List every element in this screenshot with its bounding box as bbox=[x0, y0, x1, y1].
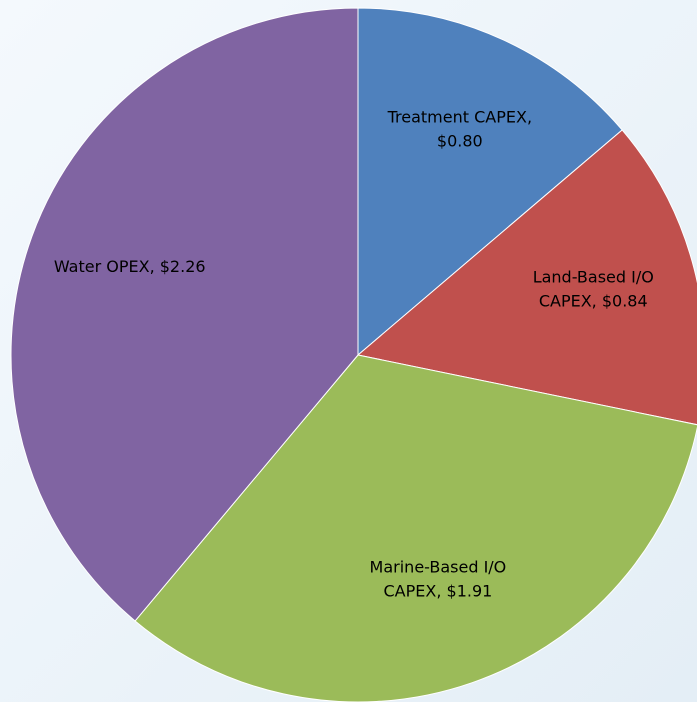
data-label: Water OPEX, $2.26 bbox=[54, 257, 206, 276]
data-label-line: Treatment CAPEX, bbox=[387, 107, 532, 126]
data-label: Land-Based I/O CAPEX, $0.84 bbox=[533, 268, 654, 311]
pie-slice bbox=[357, 7, 623, 357]
pie-slice bbox=[134, 354, 697, 702]
data-label-line: Water OPEX, $2.26 bbox=[54, 257, 206, 276]
pie-slice bbox=[10, 7, 359, 622]
data-label-line: Land-Based I/O bbox=[533, 268, 654, 287]
pie-slice bbox=[356, 129, 697, 426]
data-label-line: CAPEX, $1.91 bbox=[384, 581, 493, 600]
data-label-line: $0.80 bbox=[437, 131, 483, 150]
data-label-line: CAPEX, $0.84 bbox=[539, 292, 648, 311]
data-label: Treatment CAPEX, $0.80 bbox=[387, 107, 532, 150]
data-label: Marine-Based I/O CAPEX, $1.91 bbox=[370, 557, 507, 600]
data-label-line: Marine-Based I/O bbox=[370, 557, 507, 576]
